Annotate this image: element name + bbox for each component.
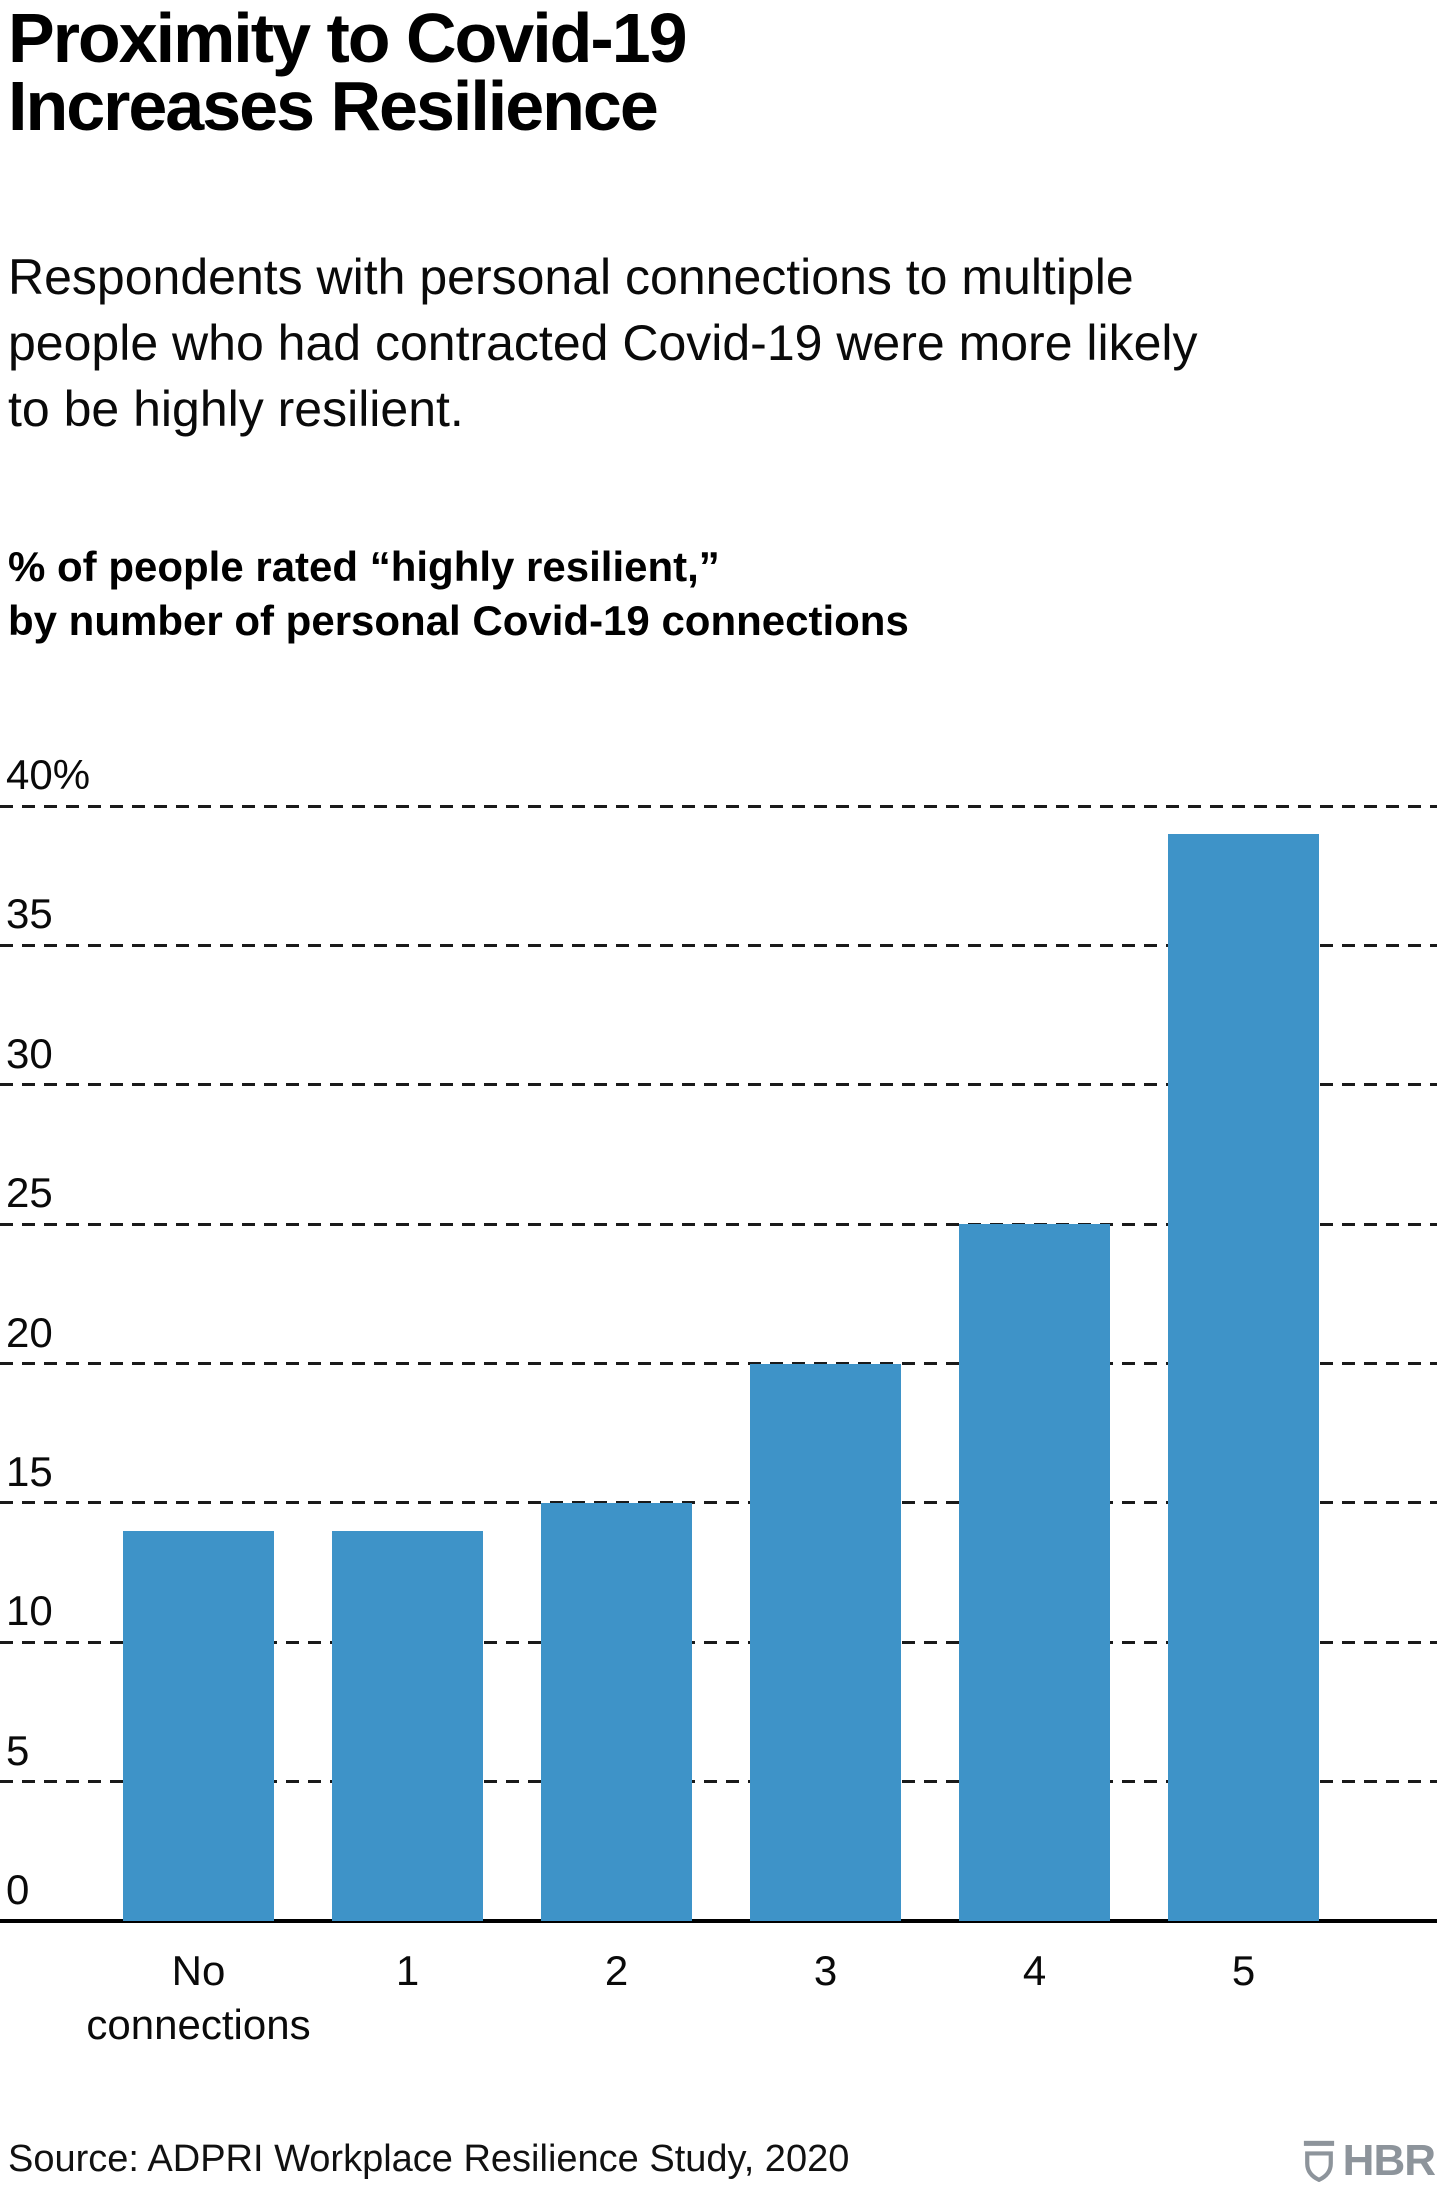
y-tick-label-25: 25 bbox=[6, 1169, 53, 1217]
hbr-logo-text: HBR bbox=[1342, 2136, 1436, 2185]
source-text: Source: ADPRI Workplace Resilience Study… bbox=[8, 2138, 850, 2180]
y-tick-label-15: 15 bbox=[6, 1447, 53, 1495]
x-tick-label-5: 5 bbox=[1231, 1947, 1256, 1994]
bar-1 bbox=[332, 1530, 483, 1921]
bar-no-connections bbox=[123, 1530, 274, 1921]
hbr-logo: HBR bbox=[1302, 2136, 1436, 2186]
chart-axis-description: % of people rated “highly resilient,” by… bbox=[8, 543, 909, 644]
gridline-15 bbox=[0, 1501, 1437, 1505]
chart-subtitle: Respondents with personal connections to… bbox=[8, 249, 1198, 437]
x-tick-label-1: 1 bbox=[395, 1947, 420, 1994]
gridline-35 bbox=[0, 943, 1437, 947]
gridline-20 bbox=[0, 1362, 1437, 1365]
page-title: Proximity to Covid-19 Increases Resilien… bbox=[8, 0, 688, 145]
gridline-30 bbox=[0, 1083, 1437, 1087]
bar-4 bbox=[959, 1224, 1110, 1921]
hbr-shield-icon bbox=[1303, 2140, 1334, 2182]
bar-2 bbox=[541, 1502, 692, 1921]
x-tick-label-2: 2 bbox=[604, 1947, 629, 1994]
gridline-40 bbox=[0, 804, 1437, 808]
y-tick-label-5: 5 bbox=[6, 1726, 30, 1774]
y-tick-label-30: 30 bbox=[6, 1029, 53, 1077]
gridline-5 bbox=[0, 1780, 1437, 1784]
y-tick-label-35: 35 bbox=[6, 890, 53, 938]
y-tick-label-10: 10 bbox=[6, 1587, 53, 1635]
gridline-10 bbox=[0, 1640, 1437, 1644]
bar-5 bbox=[1168, 833, 1319, 1921]
y-tick-label-20: 20 bbox=[6, 1308, 53, 1356]
gridline-25 bbox=[0, 1222, 1437, 1226]
x-axis-line bbox=[0, 1919, 1437, 1923]
x-tick-label-0: No connections bbox=[86, 1947, 311, 2048]
bar-3 bbox=[750, 1363, 901, 1921]
y-tick-label-0: 0 bbox=[6, 1866, 30, 1913]
x-tick-label-4: 4 bbox=[1022, 1947, 1047, 1994]
x-tick-label-3: 3 bbox=[813, 1947, 838, 1994]
y-tick-label-40: 40% bbox=[6, 751, 91, 798]
